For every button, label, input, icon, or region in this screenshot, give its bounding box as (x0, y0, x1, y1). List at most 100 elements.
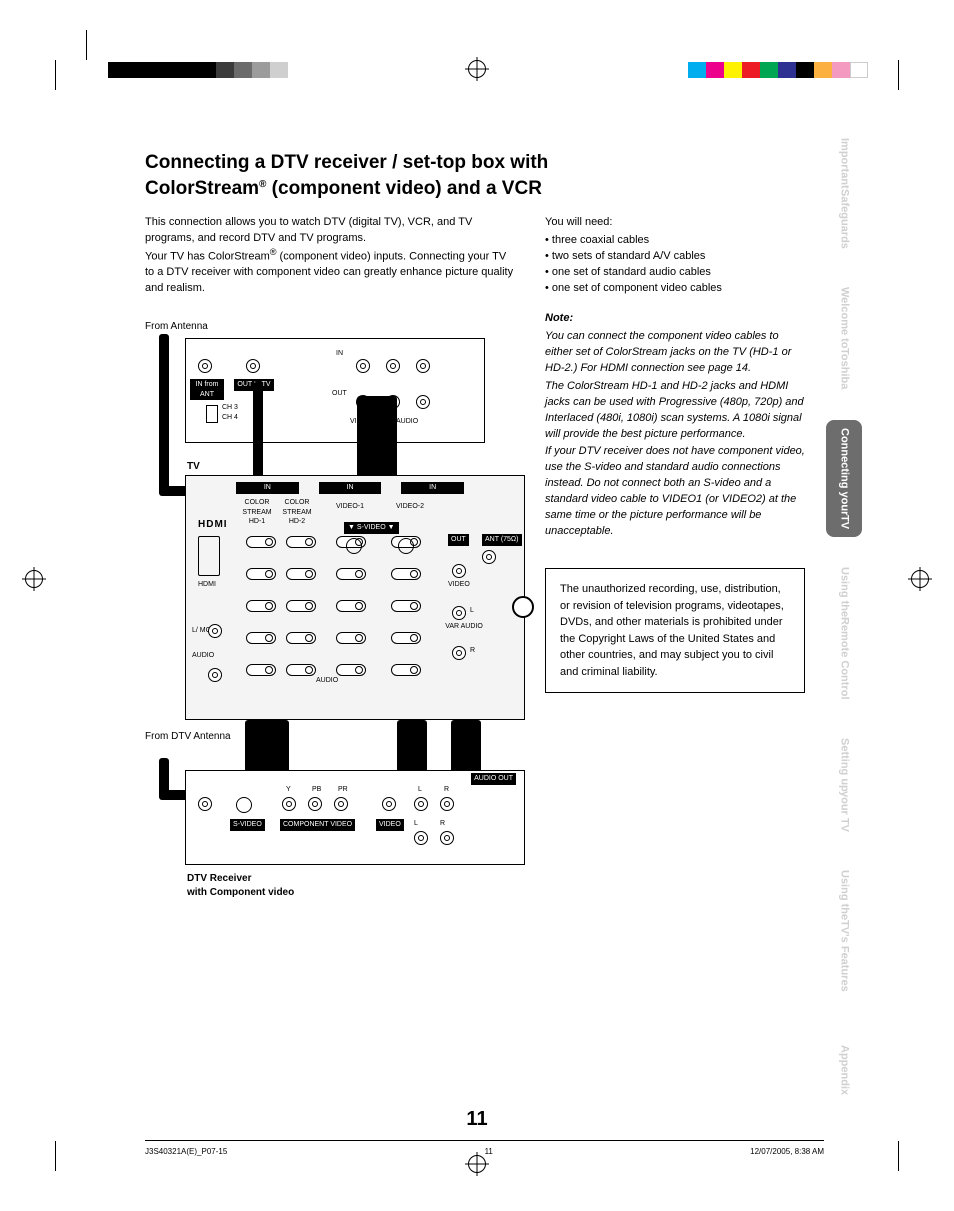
need-item: one set of component video cables (545, 281, 805, 297)
registration-mark-icon (25, 570, 43, 593)
label-ant: ANT (75Ω) (482, 534, 522, 546)
label-hdmi: HDMI (198, 518, 228, 532)
tv-port (286, 632, 316, 644)
intro-paragraph-2: Your TV has ColorStream® (component vide… (145, 246, 515, 296)
label-r: R (444, 785, 449, 795)
wiring-diagram: From Antenna Stereo VCR IN from ANT OUT … (145, 320, 515, 920)
registered-mark: ® (259, 179, 266, 190)
label-video1: VIDEO-1 (336, 502, 364, 512)
tv-port (286, 568, 316, 580)
footer-file: J3S40321A(E)_P07-15 (145, 1147, 227, 1156)
print-colorbar-left (108, 62, 288, 78)
note-paragraph-1: You can connect the component video cabl… (545, 329, 805, 377)
label-pb: PB (312, 785, 321, 795)
label-dtv-title2: with Component video (187, 886, 294, 900)
port-svideo-2 (398, 538, 414, 554)
jack-audio-l-in (386, 359, 400, 373)
page-content: Connecting a DTV receiver / set-top box … (145, 150, 805, 920)
print-colorbar-right (688, 62, 868, 78)
svideo-text: S-VIDEO (357, 524, 386, 531)
you-will-need: You will need: three coaxial cablestwo s… (545, 215, 805, 297)
label-in: IN (336, 349, 343, 359)
label-svideo: ▼ S-VIDEO ▼ (344, 522, 399, 534)
label-audio-out: AUDIO OUT (471, 773, 516, 785)
footer-rule (145, 1140, 824, 1141)
note-paragraph-2: The ColorStream HD-1 and HD-2 jacks and … (545, 379, 805, 443)
jack-ant-in (198, 359, 212, 373)
note-paragraph-3: If your DTV receiver does not have compo… (545, 444, 805, 540)
jack-audio-r-out (416, 395, 430, 409)
port-dtv-svideo (236, 797, 252, 813)
device-dtv-receiver: S-VIDEO Y PB PR COMPONENT VIDEO VIDEO L … (185, 770, 525, 865)
tv-port (391, 568, 421, 580)
tv-port (246, 600, 276, 612)
footer-page: 11 (485, 1147, 493, 1156)
copyright-warning-box: The unauthorized recording, use, distrib… (545, 568, 805, 693)
label-l: L (418, 785, 422, 795)
label-dtv-title1: DTV Receiver (187, 872, 251, 886)
label-l: L (414, 819, 418, 829)
jack-dtv-audio-l2 (414, 831, 428, 845)
need-item: one set of standard audio cables (545, 265, 805, 281)
label-cs-hd1: COLOR STREAM HD-1 (242, 498, 272, 527)
label-y: Y (286, 785, 291, 795)
label-in: IN (236, 482, 299, 494)
title-line2b: (component video) and a VCR (266, 178, 542, 199)
label-in: IN (401, 482, 464, 494)
label-audio-mid: AUDIO (316, 676, 338, 686)
tv-port (336, 568, 366, 580)
jack-y (282, 797, 296, 811)
section-tab: Connecting yourTV (826, 420, 862, 537)
page-number: 11 (466, 1108, 487, 1131)
label-audio: AUDIO (396, 417, 418, 427)
section-tab: Appendix (826, 1022, 862, 1118)
section-tabs: ImportantSafeguardsWelcome toToshibaConn… (826, 130, 862, 1118)
label-video-out: VIDEO (448, 580, 470, 590)
label-ch3: CH 3 (222, 403, 238, 413)
registration-mark-icon (911, 570, 929, 593)
label-var-audio: VAR AUDIO (442, 622, 486, 632)
jack-r-side (208, 668, 222, 682)
tv-port (336, 600, 366, 612)
jack-pb (308, 797, 322, 811)
section-tab: Using theTV's Features (826, 862, 862, 1000)
tv-port (246, 568, 276, 580)
footer-metadata: J3S40321A(E)_P07-15 11 12/07/2005, 8:38 … (145, 1147, 824, 1156)
device-tv-backpanel: IN IN IN COLOR STREAM HD-1 COLOR STREAM … (185, 475, 525, 720)
tv-port (246, 632, 276, 644)
crop-mark (55, 60, 115, 90)
tv-port (286, 664, 316, 676)
port-hdmi (198, 536, 220, 576)
label-out-box: OUT (448, 534, 469, 546)
crop-mark (55, 1141, 115, 1171)
tv-port (391, 600, 421, 612)
note-heading: Note: (545, 311, 805, 327)
tv-port (336, 632, 366, 644)
page-title: Connecting a DTV receiver / set-top box … (145, 150, 805, 201)
footer-date: 12/07/2005, 8:38 AM (750, 1147, 824, 1156)
title-line1: Connecting a DTV receiver / set-top box … (145, 152, 548, 173)
jack-video-in (356, 359, 370, 373)
label-r: R (470, 646, 475, 656)
label-r: R (440, 819, 445, 829)
tv-port (391, 632, 421, 644)
label-tv: TV (187, 460, 200, 474)
label-dtv-svideo: S-VIDEO (230, 819, 265, 831)
label-dtv-video: VIDEO (376, 819, 404, 831)
jack-var-r (452, 646, 466, 660)
device-vcr: IN from ANT OUT to TV CH 3 CH 4 IN OUT (185, 338, 485, 443)
registration-mark-icon (468, 60, 486, 83)
tv-port (286, 600, 316, 612)
label-hdmi-text: HDMI (198, 580, 216, 590)
jack-dtv-video (382, 797, 396, 811)
jack-lmono (208, 624, 222, 638)
label-pr: PR (338, 785, 348, 795)
intro-paragraph-1: This connection allows you to watch DTV … (145, 215, 515, 246)
jack-ant (482, 550, 496, 564)
jack-dtv-audio-l (414, 797, 428, 811)
jack-dtv-audio-r (440, 797, 454, 811)
tv-port (246, 536, 276, 548)
cable-antenna (159, 334, 169, 494)
jack-pr (334, 797, 348, 811)
label-in-from-ant: IN from ANT (190, 379, 224, 401)
